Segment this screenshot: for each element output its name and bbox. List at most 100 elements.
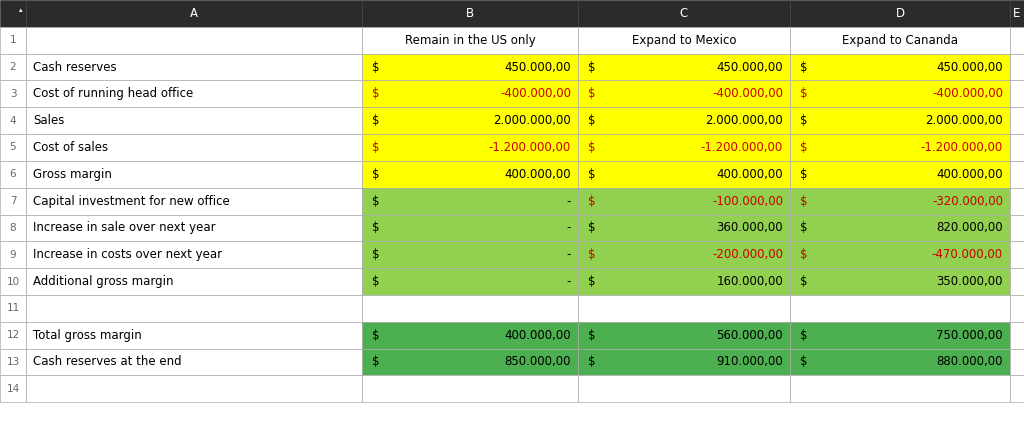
Bar	[26, 188, 362, 214]
Text: -: -	[566, 195, 571, 208]
Bar	[26, 375, 362, 402]
Bar	[1010, 348, 1024, 375]
Bar	[790, 54, 1010, 81]
Text: 850.000,00: 850.000,00	[505, 356, 571, 369]
Bar	[790, 107, 1010, 134]
Text: $: $	[372, 114, 380, 127]
Bar	[362, 214, 578, 241]
Text: -400.000,00: -400.000,00	[500, 88, 571, 100]
Text: 1: 1	[9, 35, 16, 45]
Bar	[362, 81, 578, 107]
Text: Cost of sales: Cost of sales	[33, 141, 109, 154]
Text: -470.000,00: -470.000,00	[932, 248, 1002, 261]
Text: Increase in sale over next year: Increase in sale over next year	[33, 221, 216, 234]
Text: C: C	[680, 7, 688, 20]
Text: $: $	[588, 275, 596, 288]
Text: 400.000,00: 400.000,00	[717, 168, 783, 181]
Text: $: $	[372, 356, 380, 369]
Bar	[26, 268, 362, 295]
Bar	[790, 27, 1010, 54]
Text: -: -	[566, 275, 571, 288]
Text: $: $	[588, 141, 596, 154]
Text: 400.000,00: 400.000,00	[505, 329, 571, 341]
Bar	[790, 0, 1010, 27]
Text: 450.000,00: 450.000,00	[717, 60, 783, 73]
Text: 350.000,00: 350.000,00	[937, 275, 1002, 288]
Text: 3: 3	[9, 89, 16, 99]
Text: -1.200.000,00: -1.200.000,00	[921, 141, 1002, 154]
Text: Additional gross margin: Additional gross margin	[33, 275, 173, 288]
Text: 400.000,00: 400.000,00	[505, 168, 571, 181]
Text: $: $	[372, 60, 380, 73]
Text: $: $	[372, 329, 380, 341]
Text: $: $	[800, 141, 808, 154]
Text: $: $	[372, 195, 380, 208]
Text: $: $	[800, 356, 808, 369]
Text: -: -	[566, 248, 571, 261]
Bar	[26, 161, 362, 188]
Bar	[362, 295, 578, 322]
Bar	[362, 107, 578, 134]
Text: 2.000.000,00: 2.000.000,00	[494, 114, 571, 127]
Bar	[1010, 295, 1024, 322]
Text: 450.000,00: 450.000,00	[505, 60, 571, 73]
Bar	[0, 241, 26, 268]
Bar	[1010, 27, 1024, 54]
Bar	[362, 322, 578, 348]
Bar	[26, 81, 362, 107]
Text: Expand to Cananda: Expand to Cananda	[842, 34, 958, 47]
Text: Cost of running head office: Cost of running head office	[33, 88, 194, 100]
Bar	[26, 322, 362, 348]
Text: $: $	[588, 248, 596, 261]
Text: -100.000,00: -100.000,00	[712, 195, 783, 208]
Text: 5: 5	[9, 142, 16, 152]
Bar	[0, 54, 26, 81]
Bar	[0, 348, 26, 375]
Bar	[578, 161, 790, 188]
Bar	[1010, 188, 1024, 214]
Text: 880.000,00: 880.000,00	[937, 356, 1002, 369]
Bar	[578, 241, 790, 268]
Text: B: B	[466, 7, 474, 20]
Bar	[0, 188, 26, 214]
Bar	[790, 81, 1010, 107]
Bar	[790, 348, 1010, 375]
Bar	[0, 375, 26, 402]
Bar	[362, 268, 578, 295]
Bar	[1010, 268, 1024, 295]
Text: 2: 2	[9, 62, 16, 72]
Text: $: $	[800, 88, 808, 100]
Text: 14: 14	[6, 384, 19, 394]
Text: $: $	[588, 114, 596, 127]
Text: $: $	[588, 195, 596, 208]
Text: 4: 4	[9, 116, 16, 126]
Bar	[1010, 0, 1024, 27]
Text: Total gross margin: Total gross margin	[33, 329, 141, 341]
Bar	[0, 81, 26, 107]
Bar	[0, 0, 26, 27]
Text: ▴: ▴	[18, 7, 22, 13]
Text: 2.000.000,00: 2.000.000,00	[706, 114, 783, 127]
Text: $: $	[800, 275, 808, 288]
Bar	[578, 27, 790, 54]
Bar	[1010, 214, 1024, 241]
Text: 2.000.000,00: 2.000.000,00	[926, 114, 1002, 127]
Text: $: $	[372, 248, 380, 261]
Text: 10: 10	[6, 277, 19, 287]
Text: $: $	[800, 329, 808, 341]
Bar	[0, 322, 26, 348]
Text: -320.000,00: -320.000,00	[932, 195, 1002, 208]
Text: 160.000,00: 160.000,00	[716, 275, 783, 288]
Bar	[790, 214, 1010, 241]
Text: -1.200.000,00: -1.200.000,00	[700, 141, 783, 154]
Text: $: $	[372, 275, 380, 288]
Text: 6: 6	[9, 169, 16, 179]
Text: 9: 9	[9, 250, 16, 260]
Text: 450.000,00: 450.000,00	[936, 60, 1002, 73]
Text: 11: 11	[6, 303, 19, 313]
Text: $: $	[800, 221, 808, 234]
Text: -200.000,00: -200.000,00	[712, 248, 783, 261]
Bar	[362, 134, 578, 161]
Bar	[1010, 134, 1024, 161]
Bar	[26, 348, 362, 375]
